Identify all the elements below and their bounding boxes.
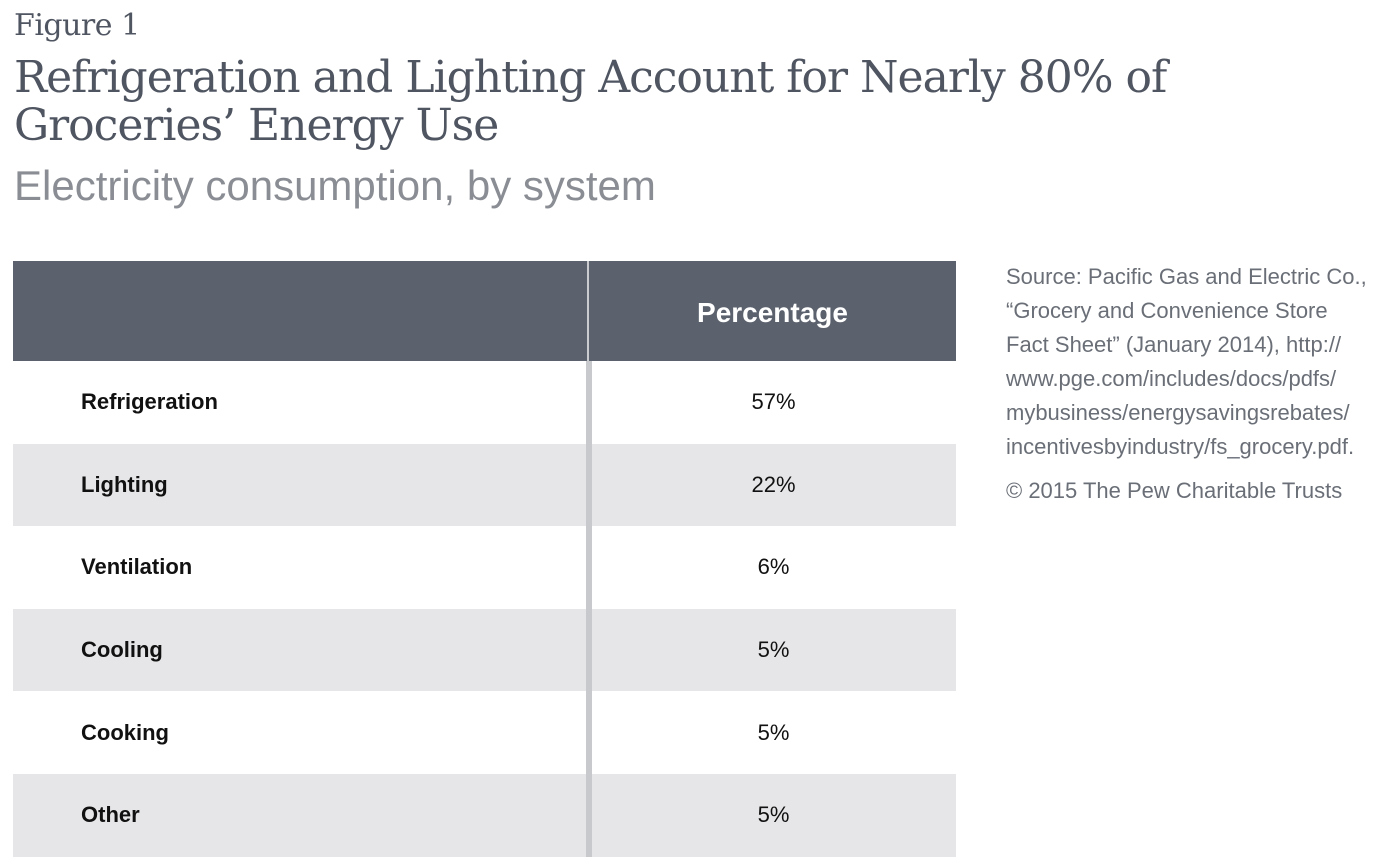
table-body: Refrigeration 57% Lighting 22% Ventilation 6%… [13, 361, 956, 857]
header-divider [587, 261, 589, 361]
row-value: 57% [751, 389, 796, 415]
row-value: 5% [757, 802, 790, 828]
row-label: Cooling [81, 637, 163, 663]
row-value: 5% [757, 637, 790, 663]
source-note: Source: Pacific Gas and Electric Co., “Gr… [1006, 260, 1386, 464]
data-table: Percentage Refrigeration 57% Lighting 22% Ve… [13, 261, 956, 857]
table-row: Cooking 5% [13, 691, 956, 774]
source-line: “Grocery and Convenience Store [1006, 298, 1328, 323]
column-divider [586, 361, 592, 857]
row-label: Cooking [81, 719, 169, 745]
table-row: Ventilation 6% [13, 526, 956, 609]
row-value: 6% [757, 554, 790, 580]
chart-subtitle: Electricity consumption, by system [14, 162, 656, 209]
column-header-percentage: Percentage [697, 297, 848, 328]
table-row: Refrigeration 57% [13, 361, 956, 444]
table-row: Lighting 22% [13, 443, 956, 527]
copyright: © 2015 The Pew Charitable Trusts [1006, 478, 1343, 503]
row-label: Lighting [81, 471, 168, 497]
figure-label: Figure 1 [14, 8, 140, 43]
chart-title: Refrigeration and Lighting Account for N… [14, 52, 1167, 151]
table-row: Other 5% [13, 773, 956, 857]
row-label: Ventilation [81, 554, 193, 580]
source-line: incentivesbyindustry/fs_grocery.pdf. [1006, 434, 1355, 459]
table-row: Cooling 5% [13, 608, 956, 692]
row-label: Refrigeration [81, 389, 218, 415]
source-line: mybusiness/energysavingsrebates/ [1006, 400, 1350, 425]
source-line: Source: Pacific Gas and Electric Co., [1006, 264, 1367, 289]
row-value: 22% [751, 471, 796, 497]
table-header: Percentage [13, 261, 956, 361]
row-label: Other [81, 802, 140, 828]
source-line: Fact Sheet” (January 2014), http:// [1006, 332, 1342, 357]
row-value: 5% [757, 719, 790, 745]
source-line: www.pge.com/includes/docs/pdfs/ [1006, 366, 1337, 391]
